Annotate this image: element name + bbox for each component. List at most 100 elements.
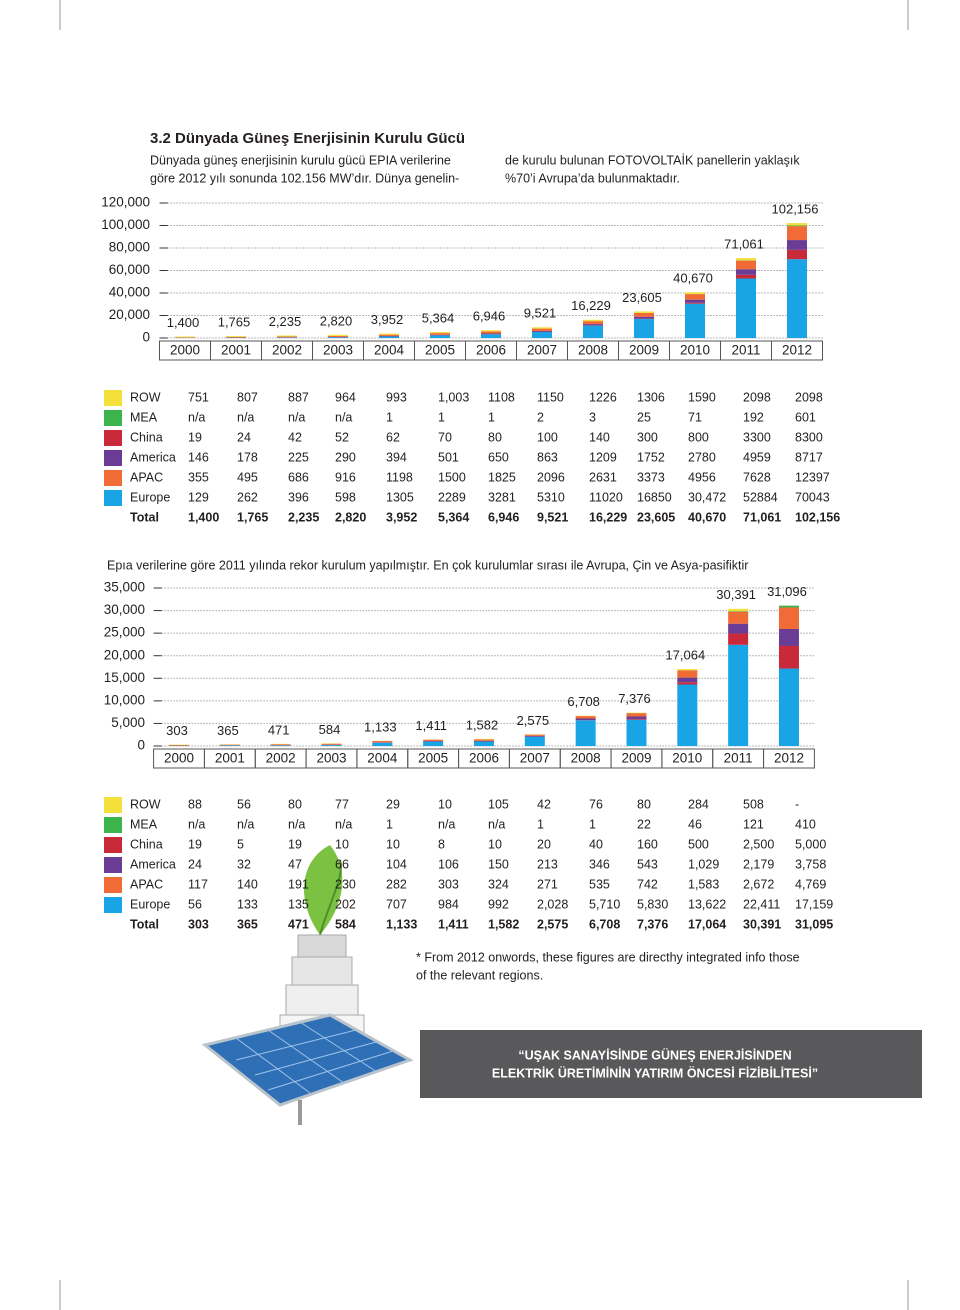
y-tick-label: 10,000 xyxy=(104,692,145,707)
table-cell: 863 xyxy=(537,450,558,464)
row-label: China xyxy=(130,430,163,444)
bar-segment xyxy=(728,623,749,634)
table-cell: 2289 xyxy=(438,490,466,504)
table-cell: 1108 xyxy=(488,390,515,404)
table-cell: 31,095 xyxy=(795,917,833,931)
table-cell: 355 xyxy=(188,470,209,484)
row-label: China xyxy=(130,837,163,851)
table-cell: 8717 xyxy=(795,450,823,464)
bar-segment xyxy=(736,260,756,270)
footnote: * From 2012 onwords, these figures are d… xyxy=(416,950,800,964)
bar-segment xyxy=(736,278,756,338)
total-label: 365 xyxy=(217,723,239,738)
table-cell: 742 xyxy=(637,877,658,891)
table-cell: 303 xyxy=(438,877,459,891)
table-cell: 1226 xyxy=(589,390,617,404)
table-cell: n/a xyxy=(335,410,352,424)
bar-segment xyxy=(685,303,705,338)
bar-segment xyxy=(423,739,444,742)
table-cell: 62 xyxy=(386,430,400,444)
table-cell: 751 xyxy=(188,390,209,404)
table-cell: 104 xyxy=(386,857,407,871)
table-cell: 396 xyxy=(288,490,309,504)
table-cell: 535 xyxy=(589,877,610,891)
x-tick-label: 2004 xyxy=(367,751,398,766)
table-cell: 2,500 xyxy=(743,837,774,851)
table-cell: 324 xyxy=(488,877,509,891)
y-tick-label: 80,000 xyxy=(109,240,150,255)
bar-segment xyxy=(219,745,240,746)
table-cell: 3281 xyxy=(488,490,516,504)
bar-segment xyxy=(677,668,698,671)
x-tick-label: 2004 xyxy=(374,343,405,358)
table-cell: 5,364 xyxy=(438,510,469,524)
x-tick-label: 2003 xyxy=(316,751,346,766)
total-label: 16,229 xyxy=(571,298,611,313)
bar-segment xyxy=(634,316,654,319)
table-cell: 2098 xyxy=(795,390,823,404)
table-cell: 1,583 xyxy=(688,877,719,891)
table-cell: 1306 xyxy=(637,390,665,404)
legend-swatch xyxy=(104,817,122,833)
table-cell: 471 xyxy=(288,917,309,931)
legend-swatch xyxy=(104,897,122,913)
bar-segment xyxy=(787,226,807,241)
table-cell: 2,028 xyxy=(537,897,568,911)
bar-segment xyxy=(481,330,501,332)
table-cell: 12397 xyxy=(795,470,830,484)
table-cell: 365 xyxy=(237,917,258,931)
bar-segment xyxy=(787,225,807,227)
bar-segment xyxy=(685,299,705,303)
table-cell: 707 xyxy=(386,897,407,911)
table-cell: 3373 xyxy=(637,470,665,484)
table-cell: 40,670 xyxy=(688,510,726,524)
table-cell: 2,820 xyxy=(335,510,366,524)
total-label: 1,133 xyxy=(364,719,397,734)
table-cell: 300 xyxy=(637,430,658,444)
bar-segment xyxy=(634,311,654,313)
table-cell: 1590 xyxy=(688,390,716,404)
table-cell: 2631 xyxy=(589,470,617,484)
row-label: APAC xyxy=(130,877,163,891)
x-tick-label: 2002 xyxy=(272,343,302,358)
table-cell: 303 xyxy=(188,917,209,931)
table-cell: 2,672 xyxy=(743,877,774,891)
bar-segment xyxy=(736,269,756,275)
bar-segment xyxy=(473,739,494,741)
table-cell: 70043 xyxy=(795,490,830,504)
row-label: MEA xyxy=(130,410,158,424)
table-cell: 500 xyxy=(688,837,709,851)
bar-segment xyxy=(677,684,698,746)
table-cell: 52884 xyxy=(743,490,778,504)
bar-segment xyxy=(787,240,807,250)
table-cell: 1,133 xyxy=(386,917,417,931)
table-cell: 8300 xyxy=(795,430,823,444)
bar-segment xyxy=(328,334,348,336)
bar-segment xyxy=(728,644,749,746)
table-cell: 80 xyxy=(288,797,302,811)
total-label: Total xyxy=(130,510,159,524)
table-cell: 47 xyxy=(288,857,302,871)
table-cell: 1 xyxy=(488,410,495,424)
bar-segment xyxy=(430,335,450,338)
x-tick-label: 2010 xyxy=(680,343,710,358)
total-label: 40,670 xyxy=(673,271,713,286)
bar-segment xyxy=(430,331,450,334)
intro-line: de kurulu bulunan FOTOVOLTAİK panellerin… xyxy=(505,153,800,167)
x-tick-label: 2005 xyxy=(425,343,455,358)
total-label: 17,064 xyxy=(665,647,705,662)
bar-segment xyxy=(372,742,393,746)
total-label: 1,765 xyxy=(218,314,251,329)
x-tick-label: 2002 xyxy=(266,751,296,766)
bar-segment xyxy=(685,302,705,304)
bar-segment xyxy=(532,328,552,331)
table-cell: 80 xyxy=(637,797,651,811)
bar-segment xyxy=(583,321,603,325)
table-cell: 2 xyxy=(537,410,544,424)
x-tick-label: 2010 xyxy=(672,751,702,766)
table-cell: 30,391 xyxy=(743,917,781,931)
table-cell: 6,946 xyxy=(488,510,519,524)
total-label: Total xyxy=(130,917,159,931)
table-cell: 140 xyxy=(237,877,258,891)
y-tick-label: 5,000 xyxy=(111,715,145,730)
